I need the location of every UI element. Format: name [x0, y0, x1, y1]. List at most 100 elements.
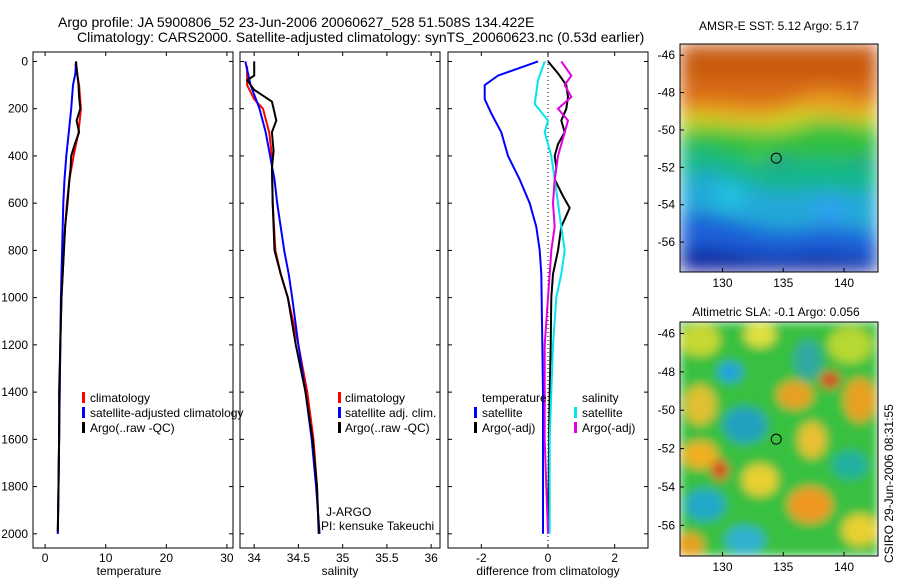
series-line-temperature-satellite: [483, 60, 544, 534]
legend-label-sal-argo: Argo(-adj): [582, 421, 635, 435]
legend-swatch-argo: [82, 422, 85, 433]
map-x-tick-label: 140: [834, 560, 854, 574]
sst-map-frame: [679, 43, 879, 273]
x-tick-label: 2: [611, 551, 618, 565]
temperature-ticks: 0 10 20 30 0 200 400 600 800 1000 1200 1400 1600 1800…: [1, 52, 234, 565]
sst-heatmap: [680, 44, 878, 272]
temperature-panel: 0 10 20 30 0 200 400 600 800 1000 1200 1400 1600 1800…: [1, 51, 243, 578]
difference-panel: -2 0 2 difference from climatology tempera…: [447, 51, 649, 578]
map-y-tick-label: -46: [658, 48, 676, 62]
legend-swatch-sal-argo: [574, 422, 577, 433]
figure-title-line1: Argo profile: JA 5900806_52 23-Jun-2006 …: [58, 14, 534, 30]
salinity-panel: 34 34.5 35 35.5 36 salinity climatology sate…: [239, 51, 441, 578]
difference-lines: [483, 52, 573, 548]
x-tick-label: 35.5: [375, 551, 399, 565]
series-line-salinity-argo-adj-: [543, 60, 573, 534]
salinity-xlabel: salinity: [322, 564, 359, 578]
series-line-salinity-satellite: [533, 61, 566, 534]
legend-label-climatology: climatology: [90, 391, 150, 405]
map-y-tick-label: -52: [658, 160, 676, 174]
map-y-tick-label: -54: [658, 480, 676, 494]
timestamp-stamp: CSIRO 29-Jun-2006 08:31:55: [882, 404, 896, 563]
map-y-tick-label: -56: [658, 235, 676, 249]
x-tick-label: 20: [160, 551, 174, 565]
sla-map-ticks: 130 135 140 -46 -48 -50 -52 -54 -56: [658, 327, 855, 574]
y-tick-label: 200: [8, 102, 28, 116]
y-tick-label: 400: [8, 149, 28, 163]
map-x-tick-label: 140: [834, 276, 854, 290]
legend-swatch-satellite-adjusted: [82, 407, 85, 418]
x-tick-label: 36: [424, 551, 438, 565]
y-tick-label: 1200: [1, 338, 28, 352]
map-y-tick-label: -48: [658, 86, 676, 100]
map-y-tick-label: -50: [658, 403, 676, 417]
map-y-tick-label: -56: [658, 518, 676, 532]
temperature-axes-frame: [32, 51, 234, 549]
legend-label-satellite-adj: satellite adj. clim.: [345, 406, 436, 420]
salinity-legend: climatology satellite adj. clim. Argo(..…: [338, 391, 436, 435]
legend-swatch-climatology: [82, 392, 85, 403]
salinity-lines: [244, 61, 321, 534]
map-x-tick-label: 135: [773, 276, 793, 290]
x-tick-label: 10: [99, 551, 113, 565]
y-tick-label: 1800: [1, 480, 28, 494]
x-tick-label: 30: [220, 551, 234, 565]
legend-header-temperature: temperature: [482, 391, 547, 405]
credit-program: J-ARGO: [326, 505, 371, 519]
x-tick-label: 35: [336, 551, 350, 565]
difference-legend: temperature satellite Argo(-adj) salinit…: [474, 391, 635, 435]
sla-map-title: Altimetric SLA: -0.1 Argo: 0.056: [692, 305, 860, 319]
series-line-argo-raw-qc-: [245, 61, 320, 534]
legend-label-temp-argo: Argo(-adj): [482, 421, 535, 435]
sst-map-ticks: 130 135 140 -46 -48 -50 -52 -54 -56: [658, 48, 855, 290]
difference-xlabel: difference from climatology: [476, 564, 619, 578]
sla-argo-location-marker: [770, 433, 782, 445]
sst-argo-location-marker: [770, 152, 782, 164]
sla-map-frame: [679, 321, 879, 557]
x-tick-label: -2: [476, 551, 487, 565]
credit-pi: PI: kensuke Takeuchi: [321, 519, 434, 533]
map-y-tick-label: -46: [658, 327, 676, 341]
series-line-argo-raw-qc-: [56, 61, 82, 532]
map-x-tick-label: 135: [773, 560, 793, 574]
x-tick-label: 34.5: [287, 551, 311, 565]
y-tick-label: 1000: [1, 291, 28, 305]
y-tick-label: 0: [21, 54, 28, 68]
legend-swatch-satellite-adj: [338, 407, 341, 418]
legend-label-climatology: climatology: [345, 391, 405, 405]
difference-ticks: -2 0 2: [448, 52, 648, 565]
x-tick-label: 0: [545, 551, 552, 565]
figure-title-line2: Climatology: CARS2000. Satellite-adjuste…: [77, 29, 644, 45]
y-tick-label: 1600: [1, 432, 28, 446]
y-tick-label: 600: [8, 196, 28, 210]
x-tick-label: 34: [247, 551, 261, 565]
map-y-tick-label: -52: [658, 442, 676, 456]
map-y-tick-label: -54: [658, 198, 676, 212]
map-x-tick-label: 130: [712, 276, 732, 290]
legend-swatch-sal-satellite: [574, 407, 577, 418]
series-line-satellite-adj-clim-: [244, 61, 321, 534]
temperature-xlabel: temperature: [97, 564, 162, 578]
y-tick-label: 2000: [1, 527, 28, 541]
temperature-legend: climatology satellite-adjusted climatolo…: [82, 391, 243, 435]
legend-label-sal-satellite: satellite: [582, 406, 623, 420]
map-y-tick-label: -50: [658, 123, 676, 137]
sla-heatmap: [680, 322, 878, 556]
sst-map-panel: AMSR-E SST: 5.12 Argo: 5.17 130 135 140 -46…: [658, 19, 879, 290]
legend-swatch-climatology: [338, 392, 341, 403]
salinity-axes-frame: [239, 51, 441, 549]
sla-map-panel: Altimetric SLA: -0.1 Argo: 0.056: [658, 305, 879, 574]
legend-label-argo: Argo(..raw -QC): [90, 421, 175, 435]
map-y-tick-label: -48: [658, 365, 676, 379]
salinity-ticks: 34 34.5 35 35.5 36: [240, 52, 440, 565]
map-x-tick-label: 130: [712, 560, 732, 574]
series-line-temperature-argo-adj-: [547, 60, 571, 532]
x-tick-label: 0: [42, 551, 49, 565]
legend-swatch-argo: [338, 422, 341, 433]
sst-map-title: AMSR-E SST: 5.12 Argo: 5.17: [699, 19, 859, 33]
legend-label-satellite-adjusted: satellite-adjusted climatology: [90, 406, 243, 420]
y-tick-label: 800: [8, 243, 28, 257]
temperature-lines: [56, 61, 82, 534]
legend-header-salinity: salinity: [582, 391, 619, 405]
